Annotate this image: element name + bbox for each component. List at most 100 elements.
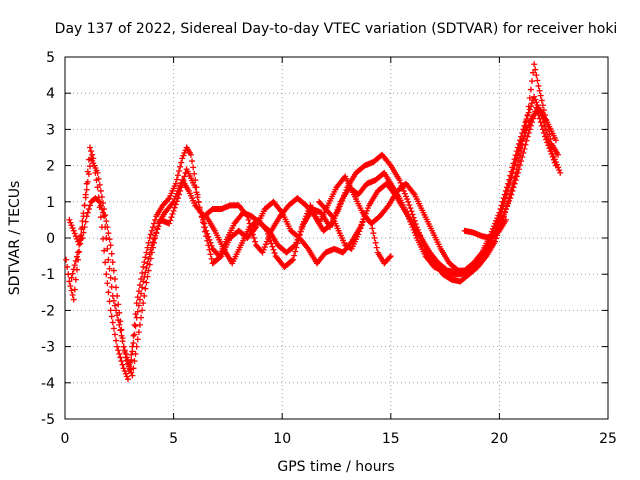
data-point xyxy=(149,239,156,246)
data-point xyxy=(527,86,534,93)
data-point xyxy=(120,365,127,372)
data-point xyxy=(523,137,530,144)
data-point xyxy=(406,201,413,208)
data-point xyxy=(526,95,533,102)
data-point xyxy=(109,319,116,326)
data-point xyxy=(73,253,80,260)
data-point xyxy=(81,224,88,231)
data-point xyxy=(167,217,174,224)
data-point xyxy=(80,210,87,217)
data-point xyxy=(66,278,73,285)
data-point xyxy=(266,234,273,241)
data-point xyxy=(271,249,278,256)
data-point xyxy=(534,108,541,115)
data-point xyxy=(85,171,92,178)
data-point xyxy=(142,269,149,276)
data-point xyxy=(171,204,178,211)
data-point xyxy=(142,285,149,292)
x-tick-label: 15 xyxy=(382,431,400,447)
data-point xyxy=(77,233,84,240)
data-point xyxy=(101,213,108,220)
data-point xyxy=(369,225,376,232)
data-point xyxy=(122,350,129,357)
data-point xyxy=(250,235,257,241)
data-point xyxy=(113,284,120,291)
data-point xyxy=(109,259,116,266)
data-point xyxy=(117,354,124,361)
data-point xyxy=(267,237,274,244)
data-point xyxy=(146,235,153,241)
data-point xyxy=(124,358,131,365)
data-point xyxy=(140,263,147,270)
data-point xyxy=(120,343,127,350)
data-point xyxy=(396,177,403,184)
data-point xyxy=(336,201,343,208)
data-point xyxy=(268,240,275,247)
data-point xyxy=(139,284,146,291)
data-point xyxy=(190,164,197,171)
data-point xyxy=(116,309,123,316)
data-point xyxy=(295,236,302,243)
data-point xyxy=(174,195,181,202)
data-point xyxy=(505,200,512,207)
data-point xyxy=(404,196,411,203)
data-point xyxy=(129,348,136,355)
data-point xyxy=(530,115,537,122)
y-axis-label: SDTVAR / TECUs xyxy=(7,181,23,296)
data-point xyxy=(245,216,252,223)
data-point xyxy=(397,179,404,186)
data-point xyxy=(128,356,135,363)
data-point xyxy=(143,264,150,271)
data-point xyxy=(525,109,532,116)
y-tick-label: 5 xyxy=(46,50,55,66)
data-point xyxy=(136,321,143,328)
data-point xyxy=(146,251,153,258)
data-point xyxy=(539,126,546,133)
data-point xyxy=(500,195,507,202)
data-point xyxy=(197,209,204,216)
data-point xyxy=(116,321,123,328)
data-point xyxy=(136,296,143,303)
data-point xyxy=(145,239,152,246)
data-point xyxy=(131,321,138,328)
data-point xyxy=(532,96,539,103)
data-point xyxy=(141,273,148,280)
data-point xyxy=(107,307,114,314)
data-point xyxy=(514,169,521,176)
data-point xyxy=(78,225,85,232)
data-point xyxy=(493,217,500,224)
grid-lines xyxy=(65,57,608,419)
data-point xyxy=(270,246,277,253)
data-point xyxy=(95,197,102,204)
data-point xyxy=(508,191,515,198)
data-point xyxy=(68,287,75,294)
data-point xyxy=(66,216,73,223)
data-point xyxy=(499,214,506,221)
data-point xyxy=(133,314,140,321)
data-point xyxy=(63,256,70,263)
data-point xyxy=(95,175,102,182)
data-point xyxy=(118,358,125,365)
data-point xyxy=(506,176,513,183)
data-point xyxy=(172,180,179,187)
data-point xyxy=(515,166,522,173)
data-point xyxy=(548,151,555,158)
x-tick-label: 10 xyxy=(273,431,291,447)
data-point xyxy=(128,369,135,376)
data-point xyxy=(522,119,529,126)
data-point xyxy=(291,252,298,259)
data-point xyxy=(405,198,412,205)
series-track-d xyxy=(203,104,559,274)
data-point xyxy=(69,270,76,277)
data-point xyxy=(179,155,186,162)
series-track-c xyxy=(68,93,564,372)
data-point xyxy=(170,207,177,214)
data-point xyxy=(520,149,527,156)
data-point xyxy=(100,235,107,242)
data-point xyxy=(105,289,112,296)
y-tick-label: 0 xyxy=(46,231,55,247)
data-point xyxy=(174,172,181,179)
data-point xyxy=(290,256,297,263)
y-tick-label: -1 xyxy=(41,267,55,283)
data-point xyxy=(199,219,206,226)
